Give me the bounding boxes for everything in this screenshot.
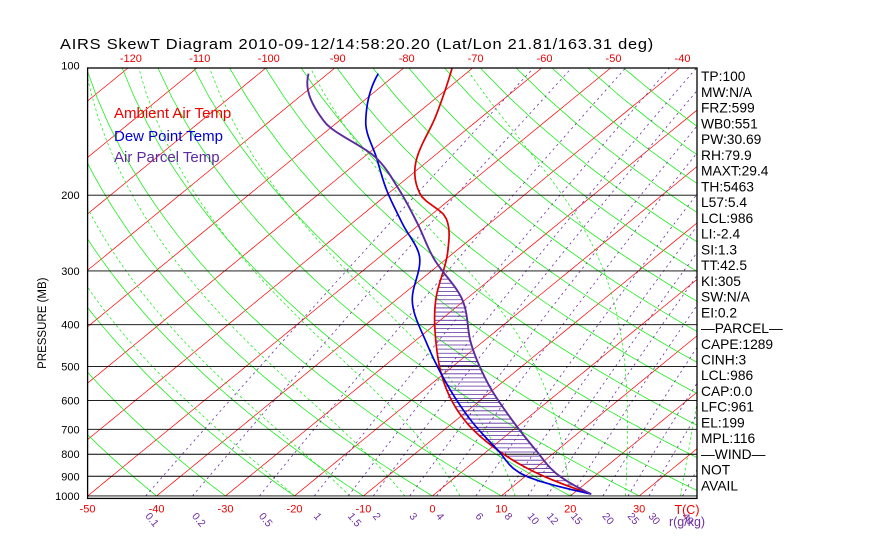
svg-text:-20: -20: [287, 503, 303, 515]
svg-text:PRESSURE (MB): PRESSURE (MB): [37, 277, 49, 369]
svg-text:600: 600: [61, 396, 79, 408]
svg-text:TT:42.5: TT:42.5: [701, 258, 747, 273]
svg-text:-60: -60: [537, 53, 553, 65]
svg-text:700: 700: [61, 424, 79, 436]
svg-text:LI:-2.4: LI:-2.4: [701, 227, 740, 242]
svg-text:800: 800: [61, 449, 79, 461]
svg-text:100: 100: [61, 61, 79, 73]
svg-text:-110: -110: [189, 53, 210, 65]
svg-text:FRZ:599: FRZ:599: [701, 101, 755, 116]
svg-text:10: 10: [495, 503, 507, 515]
svg-text:-70: -70: [468, 53, 484, 65]
svg-text:SI:1.3: SI:1.3: [701, 242, 737, 257]
svg-text:900: 900: [61, 471, 79, 483]
svg-text:200: 200: [61, 190, 79, 202]
svg-text:EL:199: EL:199: [701, 415, 745, 430]
svg-text:L57:5.4: L57:5.4: [701, 195, 747, 210]
svg-text:LFC:961: LFC:961: [701, 400, 754, 415]
svg-text:-30: -30: [218, 503, 234, 515]
svg-text:LCL:986: LCL:986: [701, 211, 753, 226]
svg-text:-50: -50: [606, 53, 622, 65]
svg-text:500: 500: [61, 361, 79, 373]
svg-text:CINH:3: CINH:3: [701, 352, 747, 367]
svg-text:MAXT:29.4: MAXT:29.4: [701, 164, 769, 179]
svg-text:LCL:986: LCL:986: [701, 368, 753, 383]
svg-text:TH:5463: TH:5463: [701, 179, 754, 194]
svg-text:-80: -80: [399, 53, 415, 65]
svg-text:400: 400: [61, 320, 79, 332]
svg-text:WB0:551: WB0:551: [701, 116, 758, 131]
svg-text:NOT: NOT: [701, 463, 731, 478]
svg-text:MPL:116: MPL:116: [701, 431, 756, 446]
svg-text:Ambient Air Temp: Ambient Air Temp: [114, 105, 231, 122]
svg-text:-50: -50: [80, 503, 96, 515]
svg-text:-120: -120: [120, 53, 142, 65]
svg-text:CAP:0.0: CAP:0.0: [701, 384, 753, 399]
svg-text:r(g/kg): r(g/kg): [669, 515, 705, 529]
svg-text:-100: -100: [258, 53, 280, 65]
svg-text:KI:305: KI:305: [701, 274, 741, 289]
svg-text:—WIND—: —WIND—: [701, 447, 766, 462]
svg-text:—PARCEL—: —PARCEL—: [701, 321, 783, 336]
svg-text:PW:30.69: PW:30.69: [701, 132, 762, 147]
svg-text:-90: -90: [330, 53, 346, 65]
svg-text:CAPE:1289: CAPE:1289: [701, 337, 773, 352]
svg-text:EI:0.2: EI:0.2: [701, 305, 737, 320]
svg-text:SW:N/A: SW:N/A: [701, 290, 751, 305]
svg-text:AIRS SkewT Diagram 2010-09-12/: AIRS SkewT Diagram 2010-09-12/14:58:20.2…: [60, 37, 654, 53]
svg-text:AVAIL: AVAIL: [701, 478, 738, 493]
svg-text:0: 0: [429, 503, 435, 515]
svg-text:MW:N/A: MW:N/A: [701, 85, 753, 100]
svg-text:1000: 1000: [55, 491, 79, 503]
svg-text:Dew Point Temp: Dew Point Temp: [114, 128, 223, 145]
svg-text:300: 300: [61, 266, 79, 278]
svg-text:TP:100: TP:100: [701, 69, 746, 84]
svg-text:Air Parcel Temp: Air Parcel Temp: [114, 149, 220, 166]
svg-text:RH:79.9: RH:79.9: [701, 148, 752, 163]
svg-text:-40: -40: [675, 53, 691, 65]
